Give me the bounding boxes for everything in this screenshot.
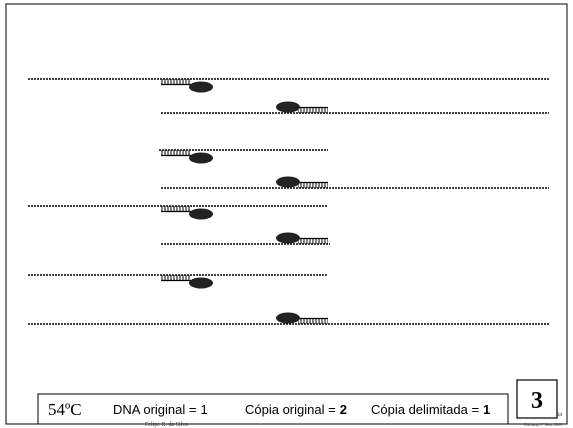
step-box [516,379,558,419]
primer-polymerase [160,274,214,290]
temperature: 54ºC [48,400,82,419]
legend-count: 1 [483,402,490,417]
slide-number: 34 [557,413,563,418]
legend-box [37,393,509,425]
step-number: 3 [531,388,543,414]
primer-polymerase [275,231,329,245]
primer-polymerase [275,100,329,114]
legend-label: DNA original = [113,402,196,417]
primer-polymerase [160,78,214,94]
footer-author: Felipe R. da Silva [145,422,188,428]
primer-polymerase [160,205,214,221]
footer-institution: Unicamp, 1º Sem. 2009 [524,422,562,428]
slide-frame [5,3,568,425]
legend-label: Cópia delimitada = [371,402,479,417]
legend-count: 2 [340,402,347,417]
legend: DNA original = 1 Cópia original = 2 Cópia … [113,402,490,417]
legend-label: Cópia original = [245,402,336,417]
primer-polymerase [275,311,329,325]
legend-count: 1 [200,402,207,417]
primer-polymerase [275,175,329,189]
primer-polymerase [160,149,214,165]
